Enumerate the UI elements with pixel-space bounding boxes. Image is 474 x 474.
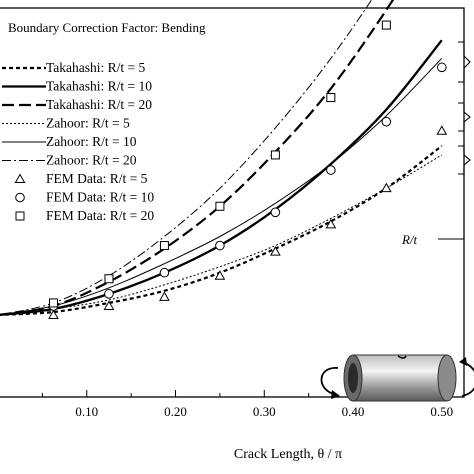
legend-label: Takahashi: R/t = 10 xyxy=(46,79,152,94)
pipe-crack xyxy=(397,355,407,359)
x-tick-label: 0.50 xyxy=(430,404,453,419)
data-point-fem-rt-5 xyxy=(325,218,337,229)
pipe-body xyxy=(352,354,448,402)
x-tick-label: 0.40 xyxy=(342,404,365,419)
legend-label: FEM Data: R/t = 10 xyxy=(46,190,154,205)
chart-title: Boundary Correction Factor: Bending xyxy=(8,20,206,35)
x-axis-label: Crack Length, θ / π xyxy=(234,447,342,462)
x-tick-label: 0.20 xyxy=(164,404,187,419)
data-point-fem-rt-20 xyxy=(270,150,280,160)
legend-label: Zahoor: R/t = 5 xyxy=(46,116,130,131)
legend-label: FEM Data: R/t = 20 xyxy=(46,208,154,223)
data-point-fem-rt-5 xyxy=(436,125,448,135)
data-point-fem-rt-10 xyxy=(381,116,392,127)
rt-side-label: R/t xyxy=(401,232,418,247)
data-point-fem-rt-20 xyxy=(215,201,225,211)
legend-swatch-fem-rt-5 xyxy=(14,173,26,183)
series-line-zahoor-rt-5 xyxy=(0,154,443,316)
data-point-fem-rt-20 xyxy=(104,274,114,284)
moment-arrow-right xyxy=(461,361,474,397)
data-point-fem-rt-10 xyxy=(159,267,170,278)
moment-arrowhead-left xyxy=(331,390,340,399)
series-line-takahashi-rt-10 xyxy=(0,39,443,316)
data-point-fem-rt-5 xyxy=(380,182,392,193)
moment-arrowhead-right xyxy=(459,357,467,366)
legend-label: FEM Data: R/t = 5 xyxy=(46,171,148,186)
series-line-takahashi-rt-20 xyxy=(0,0,395,316)
data-point-fem-rt-10 xyxy=(326,165,336,175)
series-line-zahoor-rt-10 xyxy=(0,57,443,316)
legend-label: Takahashi: R/t = 5 xyxy=(46,60,146,75)
pipe-bending-illustration xyxy=(320,354,474,402)
x-tick-label: 0.30 xyxy=(253,404,276,419)
legend-swatch-fem-rt-10 xyxy=(15,192,25,203)
data-point-fem-rt-20 xyxy=(159,241,169,251)
moment-arrow-left xyxy=(320,367,339,396)
data-point-fem-rt-5 xyxy=(159,291,170,301)
legend-swatch-fem-rt-20 xyxy=(15,211,25,221)
legend-label: Zahoor: R/t = 10 xyxy=(46,134,137,149)
legend-label: Zahoor: R/t = 20 xyxy=(46,153,137,168)
data-point-fem-rt-10 xyxy=(437,62,447,73)
data-point-fem-rt-5 xyxy=(270,246,281,256)
data-point-fem-rt-20 xyxy=(326,93,336,103)
marker-layer xyxy=(48,20,448,319)
data-point-fem-rt-5 xyxy=(214,270,226,280)
legend: Takahashi: R/t = 5 Takahashi: R/t = 10 Tak… xyxy=(2,60,154,223)
data-point-fem-rt-20 xyxy=(48,298,58,308)
pipe-right-end xyxy=(437,354,457,402)
pipe-left-bore xyxy=(348,363,358,393)
x-axis-ticks: 0.10 0.20 0.30 0.40 0.50 xyxy=(41,390,453,419)
data-point-fem-rt-10 xyxy=(104,289,114,299)
bracket-rt-5 xyxy=(458,145,471,175)
bracket-rt-20 xyxy=(458,41,471,83)
data-point-fem-rt-10 xyxy=(270,207,281,218)
bracket-rt-10 xyxy=(458,102,471,132)
data-point-fem-rt-5 xyxy=(103,300,115,310)
data-point-fem-rt-5 xyxy=(48,309,59,319)
legend-label: Takahashi: R/t = 20 xyxy=(46,97,152,112)
x-tick-label: 0.10 xyxy=(75,404,98,419)
data-point-fem-rt-10 xyxy=(215,240,225,251)
data-point-fem-rt-20 xyxy=(381,20,391,30)
series-line-zahoor-rt-20 xyxy=(0,0,373,316)
rt-bracket-group xyxy=(458,41,471,175)
plot-frame xyxy=(0,7,465,398)
